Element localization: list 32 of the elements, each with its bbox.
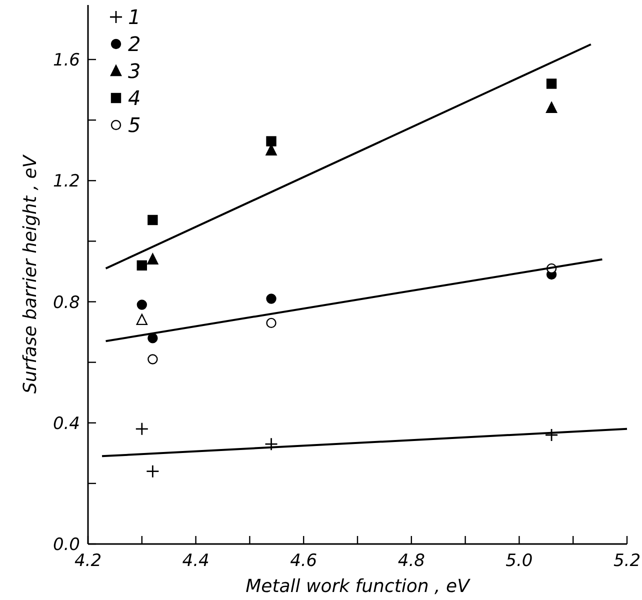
point [136, 300, 147, 310]
point [136, 260, 147, 271]
x-axis-title: Metall work function , eV [246, 576, 472, 597]
y-tick-label: 0.4 [52, 414, 80, 434]
y-tick-label: 1.6 [52, 50, 80, 71]
legend-label: 2 [128, 32, 141, 56]
point [266, 136, 276, 146]
point [136, 314, 148, 326]
point [147, 253, 158, 264]
point [546, 102, 558, 114]
y-tick-label: 0.8 [52, 292, 80, 313]
point [135, 422, 149, 436]
point [266, 294, 276, 304]
point [148, 332, 158, 344]
legend-label: 4 [128, 86, 141, 110]
y-axis-title: Surfase barrier height , eV [20, 154, 41, 394]
x-tick-label: 5.2 [613, 551, 641, 571]
legend-label: 5 [128, 113, 141, 137]
point [148, 354, 158, 364]
legend-label: 3 [128, 59, 141, 83]
legend-label: 1 [128, 5, 141, 29]
point [544, 428, 558, 442]
x-tick-label: 4.4 [182, 551, 210, 571]
point [266, 318, 276, 328]
point [148, 214, 158, 226]
x-tick-label: 4.6 [290, 551, 318, 571]
point [264, 437, 278, 451]
point [546, 78, 557, 89]
y-tick-label: 1.2 [52, 172, 80, 192]
x-tick-label: 5.0 [506, 551, 533, 571]
x-tick-label: 4.8 [398, 551, 426, 571]
point [146, 464, 160, 478]
